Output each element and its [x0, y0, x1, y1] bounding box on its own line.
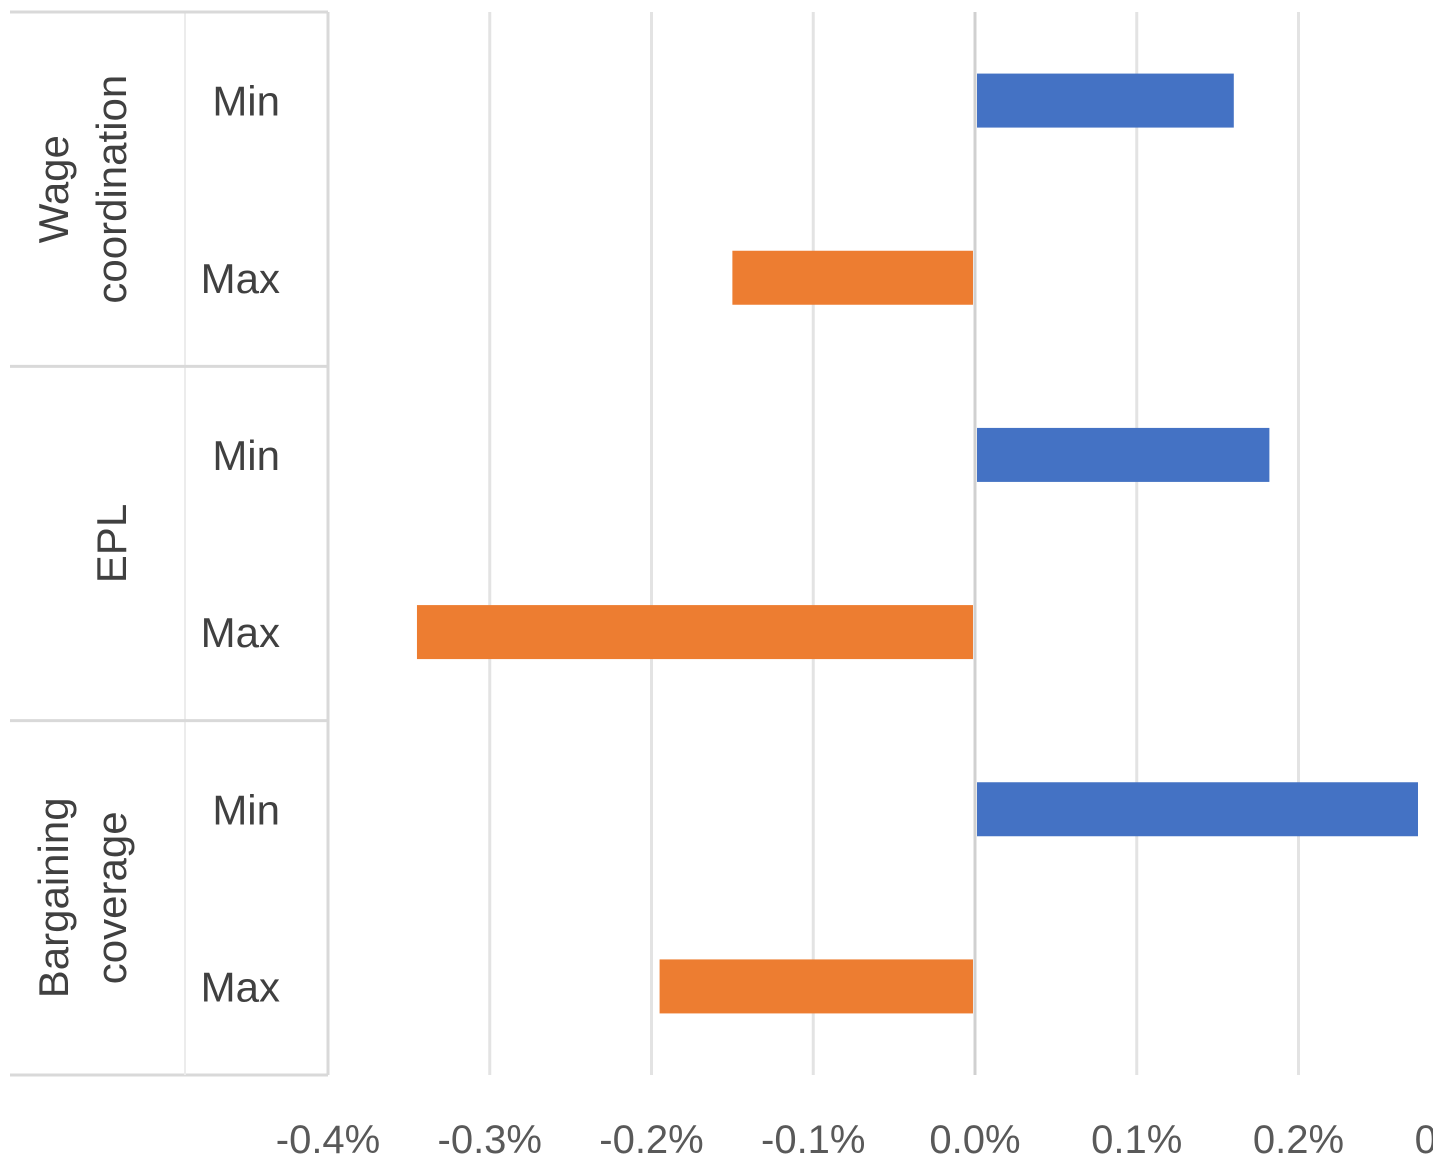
group-label: EPL — [88, 504, 135, 583]
x-tick-label: -0.2% — [599, 1118, 704, 1162]
bar-min — [977, 782, 1418, 837]
x-tick-label: -0.1% — [761, 1118, 866, 1162]
bar-max — [416, 605, 973, 660]
category-label: Min — [212, 78, 280, 125]
category-labels: Min Max Wage coordination Min Max EPL Min Max Bar… — [30, 75, 280, 1011]
category-label: Min — [212, 432, 280, 479]
x-tick-label: 0.0% — [929, 1118, 1020, 1162]
gridlines — [326, 12, 1300, 1075]
group-label: coordination — [88, 75, 135, 304]
x-tick-label: -0.3% — [438, 1118, 543, 1162]
x-tick-label: 0.2% — [1253, 1118, 1344, 1162]
category-label: Min — [212, 786, 280, 833]
bar-max — [732, 250, 973, 305]
axis-frame — [10, 10, 977, 1077]
x-tick-label: 0.3% — [1415, 1118, 1433, 1162]
group-label: coverage — [88, 811, 135, 984]
x-tick-label: -0.4% — [276, 1118, 381, 1162]
bar-min — [977, 73, 1234, 128]
bar-min — [977, 427, 1270, 482]
x-tick-labels: -0.4% -0.3% -0.2% -0.1% 0.0% 0.1% 0.2% 0.3% — [276, 1118, 1433, 1162]
category-label: Max — [201, 609, 280, 656]
group-label: Bargaining — [30, 797, 77, 998]
group-label: Wage — [30, 135, 77, 243]
category-label: Max — [201, 963, 280, 1010]
bars — [416, 73, 1418, 1014]
bar-max — [659, 959, 973, 1014]
category-label: Max — [201, 255, 280, 302]
x-tick-label: 0.1% — [1091, 1118, 1182, 1162]
